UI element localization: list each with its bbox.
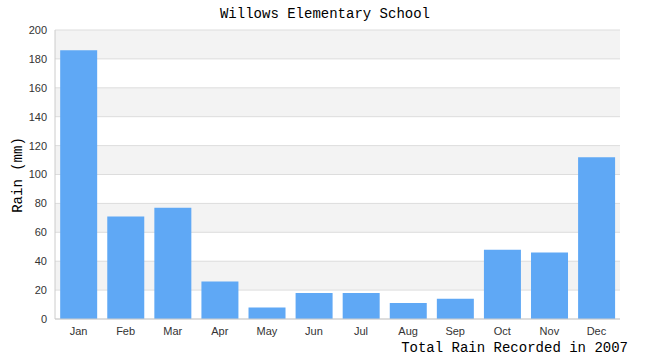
- svg-text:40: 40: [35, 255, 47, 267]
- svg-text:0: 0: [41, 313, 47, 325]
- html-text:Rain (mm): Rain (mm): [10, 137, 26, 213]
- svg-text:Aug: Aug: [398, 325, 418, 337]
- svg-text:Oct: Oct: [494, 325, 511, 337]
- svg-text:160: 160: [29, 82, 47, 94]
- svg-text:Apr: Apr: [211, 325, 228, 337]
- svg-text:Jun: Jun: [305, 325, 323, 337]
- svg-text:Jul: Jul: [354, 325, 368, 337]
- svg-text:Sep: Sep: [445, 325, 465, 337]
- svg-text:Nov: Nov: [540, 325, 560, 337]
- svg-text:20: 20: [35, 284, 47, 296]
- svg-text:60: 60: [35, 226, 47, 238]
- svg-text:140: 140: [29, 111, 47, 123]
- svg-text:80: 80: [35, 197, 47, 209]
- html-text:Total Rain Recorded in 2007: Total Rain Recorded in 2007: [401, 340, 628, 356]
- svg-text:Jan: Jan: [70, 325, 88, 337]
- html-text:Willows Elementary School: Willows Elementary School: [220, 6, 430, 22]
- svg-text:200: 200: [29, 24, 47, 36]
- svg-text:Mar: Mar: [163, 325, 182, 337]
- svg-text:Feb: Feb: [116, 325, 135, 337]
- svg-text:120: 120: [29, 140, 47, 152]
- svg-text:Dec: Dec: [587, 325, 607, 337]
- svg-text:100: 100: [29, 168, 47, 180]
- svg-text:180: 180: [29, 53, 47, 65]
- svg-text:May: May: [256, 325, 277, 337]
